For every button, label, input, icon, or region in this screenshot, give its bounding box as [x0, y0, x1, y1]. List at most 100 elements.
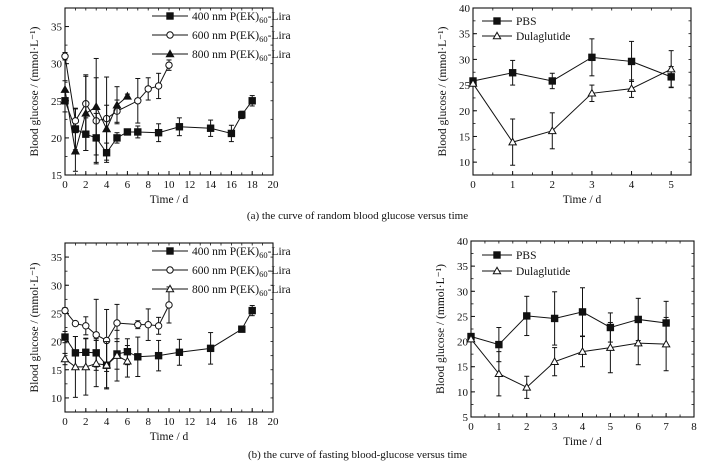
legend-marker	[166, 266, 174, 274]
data-point	[102, 360, 112, 369]
legend-marker	[493, 17, 501, 25]
data-point	[123, 128, 132, 136]
x-tick-label: 18	[247, 179, 259, 191]
data-point	[61, 52, 69, 60]
x-axis-title: Time / d	[150, 431, 189, 443]
legend-marker	[492, 266, 502, 275]
x-tick-label: 10	[164, 416, 176, 428]
chart-b-right: 0 1 2 3 4 5 6 7 8 5 10 15 20 25 30 35 40 Time / d Blood gl…	[435, 236, 697, 448]
y-tick-label: 30	[459, 54, 471, 66]
x-tick-label: 3	[589, 179, 595, 191]
data-point	[468, 78, 478, 87]
caption-b: (b) the curve of fasting blood-glucose v…	[247, 449, 468, 461]
y-tick-label: 10	[457, 387, 469, 399]
data-point	[91, 102, 101, 110]
data-point	[60, 84, 70, 93]
y-tick-label: 35	[51, 22, 63, 34]
data-point	[627, 83, 637, 92]
data-point	[134, 97, 142, 105]
data-point	[627, 57, 636, 66]
y-axis-title: Blood glucose / (mmol·L⁻¹)	[437, 26, 449, 156]
data-point	[165, 301, 173, 309]
x-axis-title: Time / d	[563, 194, 602, 206]
data-point	[508, 137, 518, 146]
data-point	[508, 69, 517, 77]
caption-a: (a) the curve of random blood glucose ve…	[246, 210, 469, 222]
x-tick-label: 0	[468, 421, 474, 433]
y-tick-label: 20	[51, 133, 63, 145]
data-point	[112, 100, 122, 109]
x-tick-label: 3	[552, 421, 558, 433]
x-axis-title: Time / d	[563, 436, 602, 448]
data-point	[238, 111, 246, 119]
x-tick-label: 2	[550, 179, 556, 191]
data-point	[81, 362, 91, 371]
x-tick-label: 8	[691, 421, 697, 433]
y-tick-label: 40	[457, 236, 469, 248]
data-point	[206, 344, 215, 353]
chart-a-left: 0 2 4 6 8 10 12 14 16 18 20 15 20 25 30 35 Time / d Blood…	[29, 7, 291, 206]
y-tick-label: 30	[51, 59, 63, 71]
data-point	[60, 354, 70, 363]
y-tick-label: 30	[51, 280, 63, 292]
data-point	[494, 369, 504, 378]
series-dulaglutide	[468, 50, 676, 166]
x-tick-label: 6	[636, 421, 642, 433]
y-tick-label: 15	[457, 362, 469, 374]
y-axis-title: Blood glucose / (mmol·L⁻¹)	[29, 262, 41, 392]
x-tick-label: 0	[62, 416, 68, 428]
x-tick-label: 6	[125, 416, 131, 428]
x-tick-label: 10	[164, 179, 176, 191]
x-tick-label: 1	[496, 421, 502, 433]
y-tick-label: 20	[51, 337, 63, 349]
data-point	[71, 117, 80, 125]
y-tick-label: 25	[457, 311, 469, 323]
y-tick-label: 10	[51, 393, 63, 405]
x-tick-label: 0	[62, 179, 68, 191]
legend-label: 600 nm P(EK)60-Lira	[192, 30, 291, 44]
data-point	[154, 128, 163, 137]
data-point	[523, 312, 531, 320]
data-point	[61, 306, 69, 315]
series-line	[472, 56, 672, 82]
data-point	[134, 353, 142, 361]
y-tick-label: 30	[457, 286, 469, 298]
data-point	[92, 331, 100, 339]
series-800-nm-p-ek-60	[60, 57, 132, 172]
legend-marker	[165, 49, 175, 58]
x-tick-label: 4	[629, 179, 635, 191]
data-point	[495, 340, 503, 349]
series-line	[470, 338, 667, 388]
data-point	[134, 128, 142, 136]
y-tick-label: 10	[459, 157, 471, 169]
x-tick-label: 5	[608, 421, 614, 433]
data-point	[605, 342, 615, 351]
y-tick-label: 15	[51, 365, 63, 377]
data-point	[466, 334, 476, 343]
x-tick-label: 8	[145, 179, 151, 191]
series-line	[472, 68, 672, 143]
chart-b-left: 0 2 4 6 8 10 12 14 16 18 20 10 15 20 25 30 35 Time / d Blo…	[29, 242, 291, 443]
series-pbs	[467, 287, 670, 363]
y-tick-label: 15	[51, 170, 63, 182]
data-point	[548, 77, 556, 85]
x-tick-label: 0	[470, 179, 476, 191]
y-tick-label: 25	[51, 308, 63, 320]
data-point	[238, 325, 246, 333]
data-point	[248, 97, 256, 105]
x-tick-label: 5	[668, 179, 674, 191]
legend-marker	[493, 251, 501, 259]
data-point	[113, 134, 121, 142]
series-800-nm-p-ek-60	[60, 329, 132, 398]
legend-label: 400 nm P(EK)60-Lira	[192, 11, 291, 25]
chart-a-right: 0 1 2 3 4 5 10 15 20 25 30 35 40 Time / d Blood glucos…	[437, 3, 692, 206]
x-tick-label: 2	[83, 416, 89, 428]
data-point	[248, 306, 256, 315]
y-tick-label: 35	[457, 261, 469, 273]
y-tick-label: 35	[459, 29, 471, 41]
data-point	[122, 91, 132, 100]
x-tick-label: 18	[247, 416, 259, 428]
data-point	[122, 356, 132, 365]
x-tick-label: 6	[125, 179, 131, 191]
x-tick-label: 12	[184, 416, 195, 428]
